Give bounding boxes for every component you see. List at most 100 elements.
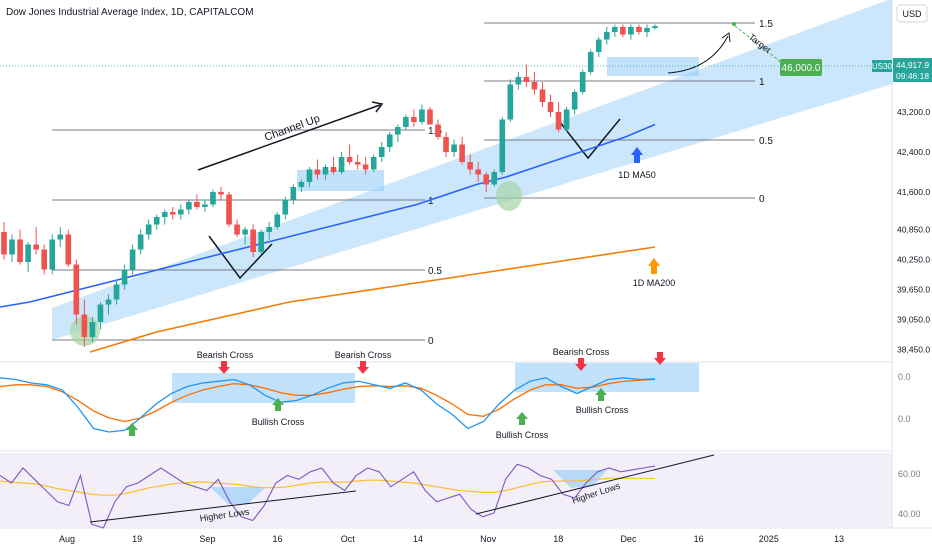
price-tick: 42,400.0 xyxy=(897,147,930,157)
price-tick: 40,250.0 xyxy=(897,255,930,265)
candle-body xyxy=(555,112,562,130)
fib-right-label-1_5: 1.5 xyxy=(759,19,773,30)
candle-body xyxy=(603,32,610,40)
candle-body xyxy=(49,239,56,270)
candle-body xyxy=(563,109,570,130)
fib-left-label-0: 0 xyxy=(428,336,434,347)
candle-body xyxy=(314,169,321,175)
candle-body xyxy=(523,77,530,82)
candle-body xyxy=(636,27,642,32)
candle-body xyxy=(274,214,281,227)
candle-body xyxy=(234,224,240,235)
candle-body xyxy=(17,239,23,262)
candle-body xyxy=(65,234,72,265)
fib-right-label-0_5: 0.5 xyxy=(759,136,773,147)
bearish-arrow-shape xyxy=(575,358,587,371)
moving-averages xyxy=(0,123,656,353)
bearish-cross-label: Bearish Cross xyxy=(197,350,254,360)
bearish-arrow-shape xyxy=(218,361,230,374)
target-point xyxy=(732,22,736,26)
bullish-arrow xyxy=(516,412,528,425)
candle-body xyxy=(1,232,7,255)
ma200-label: 1D MA200 xyxy=(633,278,676,288)
candle-body xyxy=(338,157,345,172)
candle-body xyxy=(258,232,264,252)
candle-body xyxy=(137,234,144,250)
rsi-tick: 60.00 xyxy=(898,469,921,479)
macd-line xyxy=(0,377,656,433)
bearish-arrow xyxy=(575,358,587,371)
time-tick: 16 xyxy=(273,534,283,544)
macd-box xyxy=(515,363,699,392)
time-tick: Sep xyxy=(199,534,215,544)
rsi-trendline xyxy=(475,454,715,515)
candle-body xyxy=(354,162,361,165)
candle-body xyxy=(370,157,377,170)
rsi-line xyxy=(0,463,656,529)
price-tick: 39,050.0 xyxy=(897,315,930,325)
candle-body xyxy=(194,202,200,207)
last-price-box xyxy=(893,58,932,82)
bearish-arrow xyxy=(218,361,230,374)
fib-left-label-1: 1 xyxy=(428,196,434,207)
candle-body xyxy=(266,227,273,232)
currency-button[interactable] xyxy=(896,4,928,23)
time-tick: 2025 xyxy=(759,534,779,544)
candle-body xyxy=(515,77,522,85)
time-tick: Nov xyxy=(480,534,497,544)
candle-body xyxy=(579,72,586,92)
candle-body xyxy=(41,249,47,270)
bearish-arrow-shape xyxy=(654,352,666,365)
candle-body xyxy=(427,109,433,125)
ma200-arrow xyxy=(648,258,660,274)
candle-body xyxy=(290,187,297,200)
candle-body xyxy=(89,322,96,337)
candlesticks xyxy=(1,24,658,347)
bullish-arrow xyxy=(595,388,607,401)
ma50-label: 1D MA50 xyxy=(618,170,656,180)
bearish-cross-label: Bearish Cross xyxy=(553,347,610,357)
price-axis[interactable]: 44,000.043,200.042,400.041,600.040,850.0… xyxy=(897,67,930,355)
candle-body xyxy=(451,144,457,152)
ma50-line xyxy=(0,123,656,308)
bullish-cross-label: Bullish Cross xyxy=(252,417,305,427)
candle-body xyxy=(491,172,498,185)
bearish-arrow-shape xyxy=(357,361,369,374)
macd-signal-line xyxy=(0,378,656,423)
macd-tick: 0.0 xyxy=(898,372,911,382)
price-tick: 38,450.0 xyxy=(897,345,930,355)
candle-body xyxy=(378,147,385,157)
candle-body xyxy=(250,229,256,252)
candle-body xyxy=(298,182,305,187)
candle-body xyxy=(571,92,578,110)
candle-body xyxy=(612,27,618,32)
symbol-tag-text: US30 xyxy=(872,62,893,71)
rsi-tick: 40.00 xyxy=(898,509,921,519)
candle-body xyxy=(202,204,208,207)
bullish-arrow-shape xyxy=(595,388,607,401)
consolidation-box xyxy=(607,57,699,76)
candle-body xyxy=(330,167,337,172)
candle-body xyxy=(306,169,313,182)
candle-body xyxy=(507,84,514,120)
candle-body xyxy=(129,249,136,270)
target-curve-head xyxy=(721,32,731,43)
fib-right-label-1: 1 xyxy=(759,77,765,88)
candle-body xyxy=(105,299,112,305)
bearish-arrow xyxy=(654,352,666,365)
v-pattern xyxy=(208,235,273,280)
candle-body xyxy=(25,244,31,262)
price-tick: 41,600.0 xyxy=(897,187,930,197)
time-tick: Oct xyxy=(341,534,356,544)
candle-body xyxy=(362,164,369,170)
candle-body xyxy=(644,28,650,32)
candle-body xyxy=(443,137,449,152)
candle-body xyxy=(459,144,465,162)
time-axis[interactable]: Aug 19 Sep 16 Oct 14 Nov 18 Dec 16 2025 13 xyxy=(59,534,844,544)
candle-body xyxy=(145,224,152,235)
time-tick: Dec xyxy=(620,534,637,544)
candle-body xyxy=(153,217,160,225)
fib-left-label-0_5: 0.5 xyxy=(428,266,442,277)
